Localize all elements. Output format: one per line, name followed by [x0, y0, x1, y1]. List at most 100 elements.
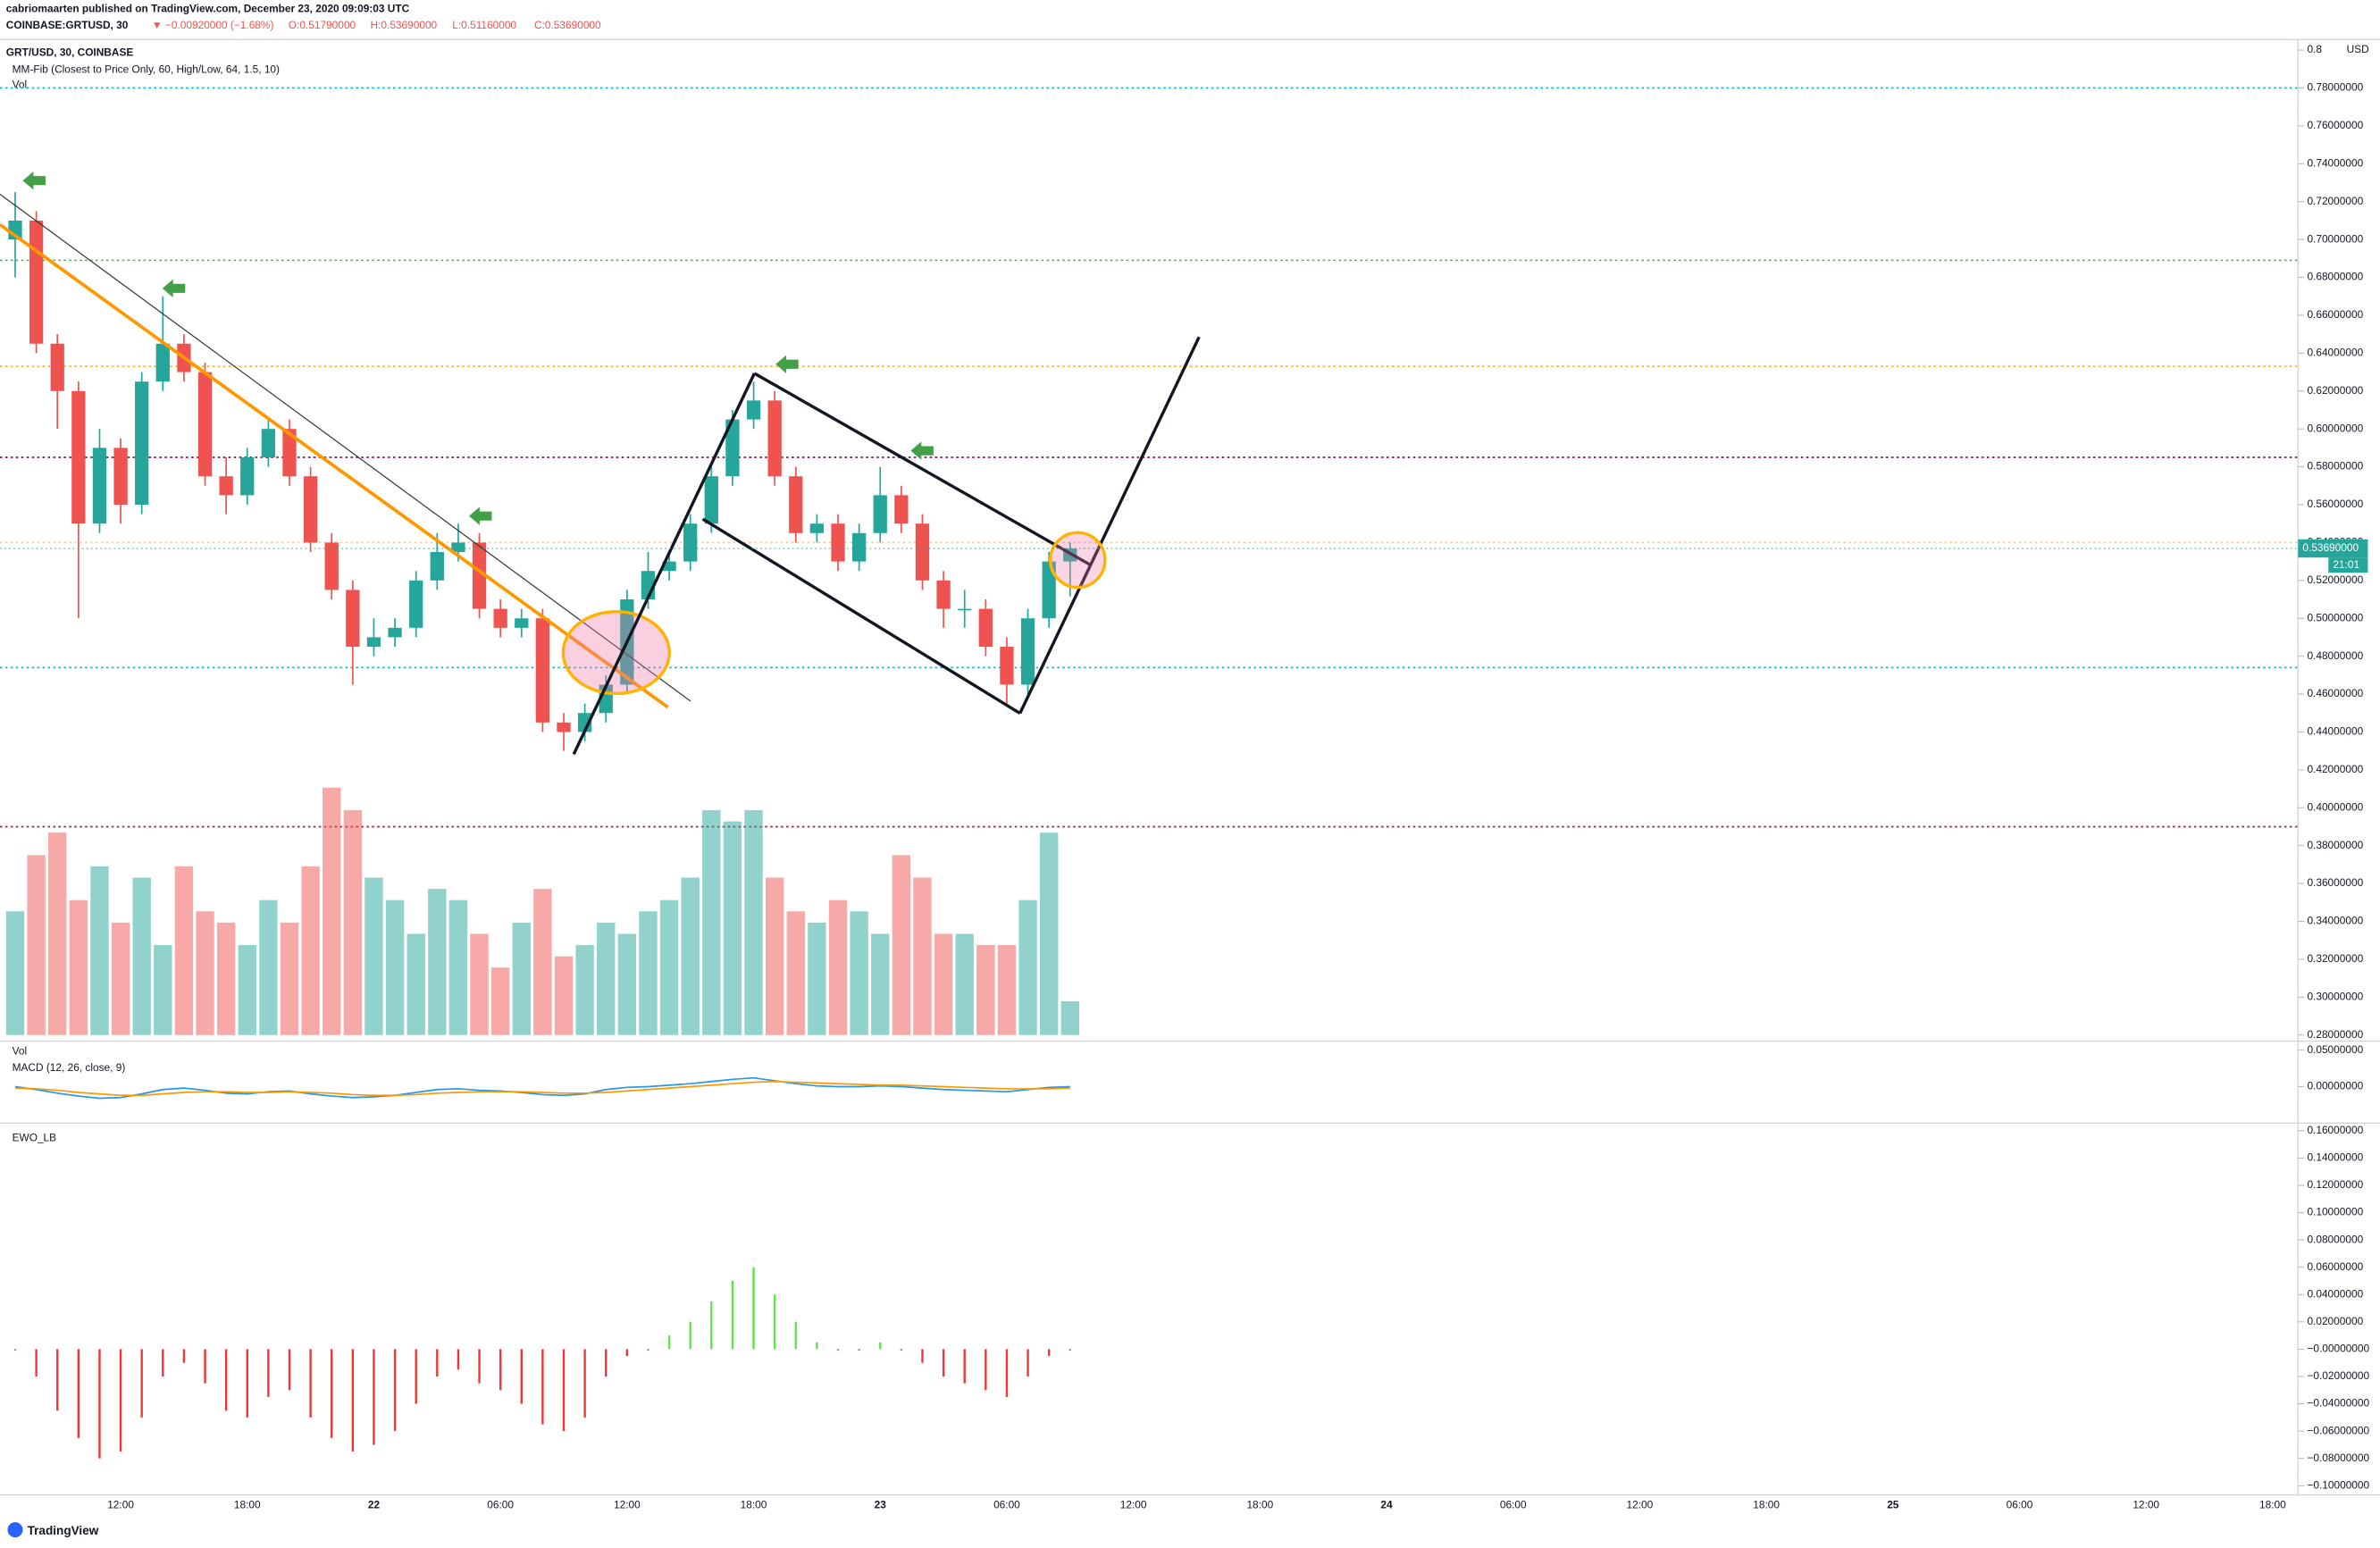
candle-body [430, 552, 444, 581]
y-tick-label: 0.12000000 [2307, 1178, 2363, 1191]
volume-bar [533, 889, 552, 1035]
ewo-bar [182, 1349, 186, 1363]
ewo-bar [562, 1349, 566, 1432]
y-tick-label: −0.00000000 [2307, 1343, 2369, 1355]
candle-body [261, 429, 276, 457]
volume-bar [828, 900, 848, 1035]
volume-bar [1039, 833, 1059, 1035]
volume-bar [196, 911, 214, 1035]
arrow [775, 355, 799, 373]
volume-bar [702, 809, 721, 1035]
volume-bar [238, 945, 256, 1035]
flag-channel [753, 372, 1091, 566]
countdown: 21:01 [2333, 558, 2359, 571]
volume-bar [132, 877, 151, 1035]
logo-icon [7, 1522, 23, 1538]
x-tick-label: 23 [875, 1499, 887, 1511]
volume-bar [470, 933, 489, 1035]
ewo-bar [710, 1301, 713, 1350]
ewo-bar [499, 1349, 502, 1391]
ewo-bar [373, 1349, 375, 1445]
ewo-bar [77, 1349, 80, 1438]
candle-body [789, 476, 803, 533]
volume-bar [723, 821, 742, 1035]
y-tick-label: 0.78000000 [2307, 81, 2363, 94]
ewo-bar [647, 1349, 649, 1351]
ewo-bar [224, 1349, 228, 1411]
volume-bar [955, 933, 974, 1035]
y-tick-label: 0.40000000 [2307, 800, 2363, 813]
volume-bar [786, 911, 805, 1035]
y-tick-label: 0.38000000 [2307, 839, 2363, 851]
ewo-bar [689, 1321, 691, 1350]
candle-body [303, 476, 318, 543]
candle-body [894, 495, 909, 524]
volume-bar [154, 945, 172, 1035]
y-tick-label: 0.16000000 [2307, 1124, 2363, 1136]
y-tick-label: 0.50000000 [2307, 611, 2363, 623]
y-tick-label: 0.70000000 [2307, 232, 2363, 245]
volume-bar [681, 877, 700, 1035]
ewo-bar [794, 1321, 797, 1350]
candle-body [135, 381, 149, 505]
candle-body [388, 627, 402, 638]
ewo-bar [1068, 1349, 1071, 1351]
ewo-bar [1005, 1349, 1009, 1397]
y-tick-label: 0.8 [2307, 43, 2322, 55]
ewo-bar [13, 1349, 17, 1351]
volume-bar [1018, 900, 1037, 1035]
candle-body [366, 637, 381, 648]
volume-bar [448, 900, 468, 1035]
candle-body [71, 390, 86, 524]
last-price-box [2298, 539, 2368, 558]
volume-bar [323, 787, 341, 1035]
y-tick-label: −0.08000000 [2307, 1452, 2369, 1464]
ewo-bar [56, 1349, 59, 1411]
candle-body [662, 561, 676, 572]
candle-body [725, 419, 740, 477]
ewo-bar [942, 1349, 945, 1376]
change: ▼ −0.00920000 (−1.68%) [152, 19, 274, 31]
macd-line [14, 1076, 1070, 1100]
arrow [162, 279, 186, 298]
arrows [22, 172, 934, 525]
pane-label: EWO_LB [13, 1131, 57, 1143]
candle-body [535, 618, 550, 723]
volume-bar [639, 911, 658, 1035]
y-tick-label: 0.48000000 [2307, 649, 2363, 662]
x-tick-label: 12:00 [1627, 1499, 1654, 1511]
ewo-bar [879, 1342, 882, 1350]
volume-bar [174, 866, 194, 1035]
volume-bar [259, 900, 278, 1035]
candle-body [936, 580, 951, 609]
ewo-bar [331, 1349, 333, 1438]
candle-body [978, 608, 993, 648]
volume-bar [659, 900, 679, 1035]
ewo-bar [773, 1294, 776, 1350]
volume-bar [850, 911, 868, 1035]
y-tick-label: 0.64000000 [2307, 346, 2363, 358]
volume-bar [575, 945, 594, 1035]
y-tick-label: 0.08000000 [2307, 1233, 2363, 1245]
ewo-bar [667, 1335, 671, 1350]
candle-body [155, 343, 170, 382]
x-tick-label: 06:00 [993, 1499, 1020, 1511]
ewo-bar [457, 1349, 460, 1370]
ewo-bar [858, 1349, 860, 1351]
volume-bar [343, 809, 363, 1035]
candle-body [346, 590, 360, 648]
x-tick-label: 12:00 [2133, 1499, 2159, 1511]
y-tick-label: 0.05000000 [2307, 1043, 2363, 1056]
y-tick-label: 0.14000000 [2307, 1151, 2363, 1164]
candle-body [1042, 561, 1056, 619]
candle-body [282, 429, 297, 477]
candle-body [113, 448, 128, 505]
y-tick-label: 0.10000000 [2307, 1206, 2363, 1218]
ewo-bar [267, 1349, 270, 1397]
ewo-bar [583, 1349, 586, 1418]
candle-body [219, 476, 233, 496]
candle-body [831, 523, 845, 562]
volume-bar [69, 900, 88, 1035]
y-tick-label: −0.10000000 [2307, 1478, 2369, 1491]
